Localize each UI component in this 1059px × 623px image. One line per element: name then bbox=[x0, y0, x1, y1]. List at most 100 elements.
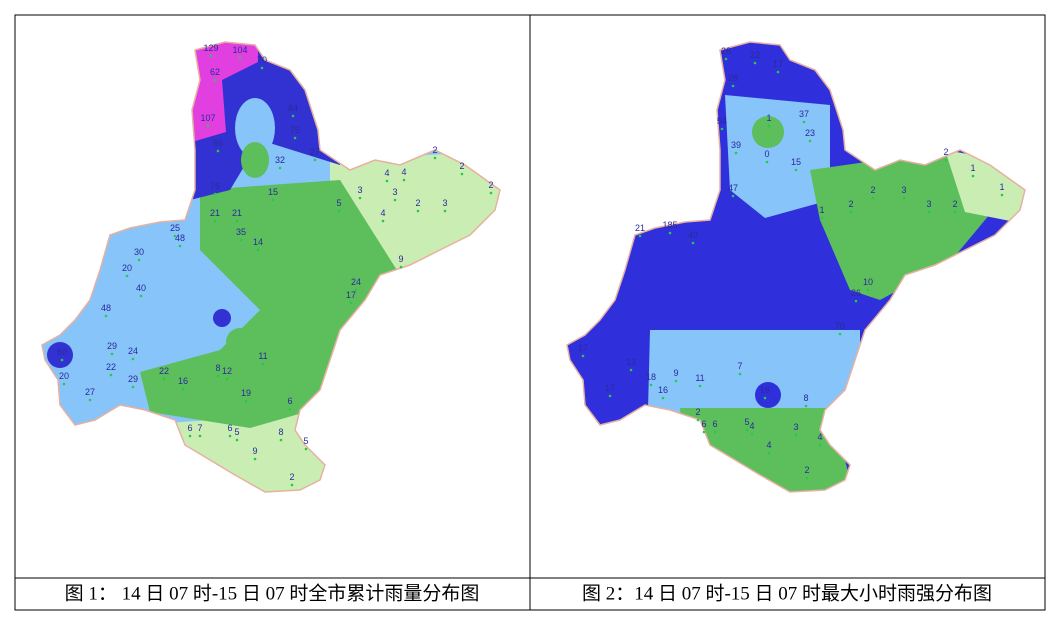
station-dot bbox=[794, 433, 798, 437]
station-dot bbox=[88, 398, 92, 402]
station-dot bbox=[206, 124, 210, 128]
station-value: 6 bbox=[287, 396, 292, 406]
station-value: 2 bbox=[943, 147, 948, 157]
station-value: 1 bbox=[970, 163, 975, 173]
station-dot bbox=[385, 179, 389, 183]
station-value: 3 bbox=[392, 187, 397, 197]
station-value: 21 bbox=[232, 208, 242, 218]
station-value: 96 bbox=[213, 138, 223, 148]
caption: 图 1： 14 日 07 时-15 日 07 时全市累计雨量分布图 bbox=[65, 582, 480, 604]
station-value: 3 bbox=[357, 185, 362, 195]
station-value: 5 bbox=[336, 198, 341, 208]
station-value: 39 bbox=[731, 140, 741, 150]
station-value: 107 bbox=[200, 113, 215, 123]
station-value: 5 bbox=[303, 436, 308, 446]
station-value: 10 bbox=[863, 277, 873, 287]
station-value: 16 bbox=[760, 385, 770, 395]
station-dot bbox=[288, 407, 292, 411]
station-dot bbox=[745, 428, 749, 432]
station-dot bbox=[866, 288, 870, 292]
station-value: 60 bbox=[57, 347, 67, 357]
station-value: 2 bbox=[870, 185, 875, 195]
station-dot bbox=[213, 192, 217, 196]
station-value: 7 bbox=[737, 361, 742, 371]
station-value: 20 bbox=[59, 371, 69, 381]
station-dot bbox=[178, 244, 182, 248]
station-dot bbox=[724, 57, 728, 61]
station-value: 13 bbox=[626, 357, 636, 367]
station-dot bbox=[381, 219, 385, 223]
station-value: 40 bbox=[136, 283, 146, 293]
station-dot bbox=[702, 430, 706, 434]
caption: 图 2：14 日 07 时-15 日 07 时最大小时雨强分布图 bbox=[582, 582, 992, 604]
station-dot bbox=[238, 56, 242, 60]
station-value: 1 bbox=[999, 182, 1004, 192]
station-dot bbox=[661, 396, 665, 400]
station-value: 3 bbox=[442, 198, 447, 208]
station-value: 47 bbox=[728, 183, 738, 193]
station-dot bbox=[109, 373, 113, 377]
station-dot bbox=[358, 196, 362, 200]
station-value: 54 bbox=[717, 116, 727, 126]
station-value: 104 bbox=[232, 45, 247, 55]
station-dot bbox=[854, 299, 858, 303]
station-value: 1 bbox=[819, 205, 824, 215]
station-dot bbox=[971, 174, 975, 178]
station-value: 3 bbox=[926, 199, 931, 209]
station-dot bbox=[696, 418, 700, 422]
station-value: 18 bbox=[646, 372, 656, 382]
station-dot bbox=[213, 219, 217, 223]
station-dot bbox=[750, 432, 754, 436]
station-dot bbox=[313, 158, 317, 162]
station-dot bbox=[131, 385, 135, 389]
station-dot bbox=[767, 451, 771, 455]
station-value: 25 bbox=[170, 223, 180, 233]
station-dot bbox=[1000, 193, 1004, 197]
station-value: 2 bbox=[432, 145, 437, 155]
station-dot bbox=[349, 301, 353, 305]
station-value: 76 bbox=[210, 181, 220, 191]
station-dot bbox=[125, 274, 129, 278]
station-dot bbox=[209, 54, 213, 58]
station-value: 2 bbox=[289, 472, 294, 482]
station-dot bbox=[443, 209, 447, 213]
station-value: 2 bbox=[848, 199, 853, 209]
station-dot bbox=[261, 362, 265, 366]
station-dot bbox=[337, 209, 341, 213]
station-value: 24 bbox=[128, 346, 138, 356]
station-value: 15 bbox=[268, 187, 278, 197]
station-dot bbox=[213, 78, 217, 82]
station-dot bbox=[162, 377, 166, 381]
station-value: 17 bbox=[605, 383, 615, 393]
station-dot bbox=[927, 210, 931, 214]
station-dot bbox=[402, 178, 406, 182]
station-dot bbox=[767, 124, 771, 128]
station-dot bbox=[60, 358, 64, 362]
station-dot bbox=[581, 354, 585, 358]
station-value: 84 bbox=[288, 103, 298, 113]
station-value: 4 bbox=[384, 168, 389, 178]
station-dot bbox=[668, 231, 672, 235]
station-value: 20 bbox=[122, 263, 132, 273]
station-dot bbox=[416, 209, 420, 213]
station-dot bbox=[953, 210, 957, 214]
station-value: 12 bbox=[222, 366, 232, 376]
station-dot bbox=[849, 210, 853, 214]
station-value: 9 bbox=[398, 254, 403, 264]
station-value: 8 bbox=[215, 363, 220, 373]
station-value: 5 bbox=[744, 417, 749, 427]
station-dot bbox=[225, 377, 229, 381]
station-value: 29 bbox=[128, 374, 138, 384]
station-dot bbox=[629, 368, 633, 372]
station-dot bbox=[805, 476, 809, 480]
station-value: 4 bbox=[401, 167, 406, 177]
station-value: 2 bbox=[459, 161, 464, 171]
station-value: 23 bbox=[805, 128, 815, 138]
station-value: 15 bbox=[791, 157, 801, 167]
station-value: 0 bbox=[764, 149, 769, 159]
station-dot bbox=[304, 447, 308, 451]
station-value: 27 bbox=[85, 387, 95, 397]
station-dot bbox=[808, 139, 812, 143]
station-value: 48 bbox=[175, 233, 185, 243]
station-dot bbox=[944, 158, 948, 162]
